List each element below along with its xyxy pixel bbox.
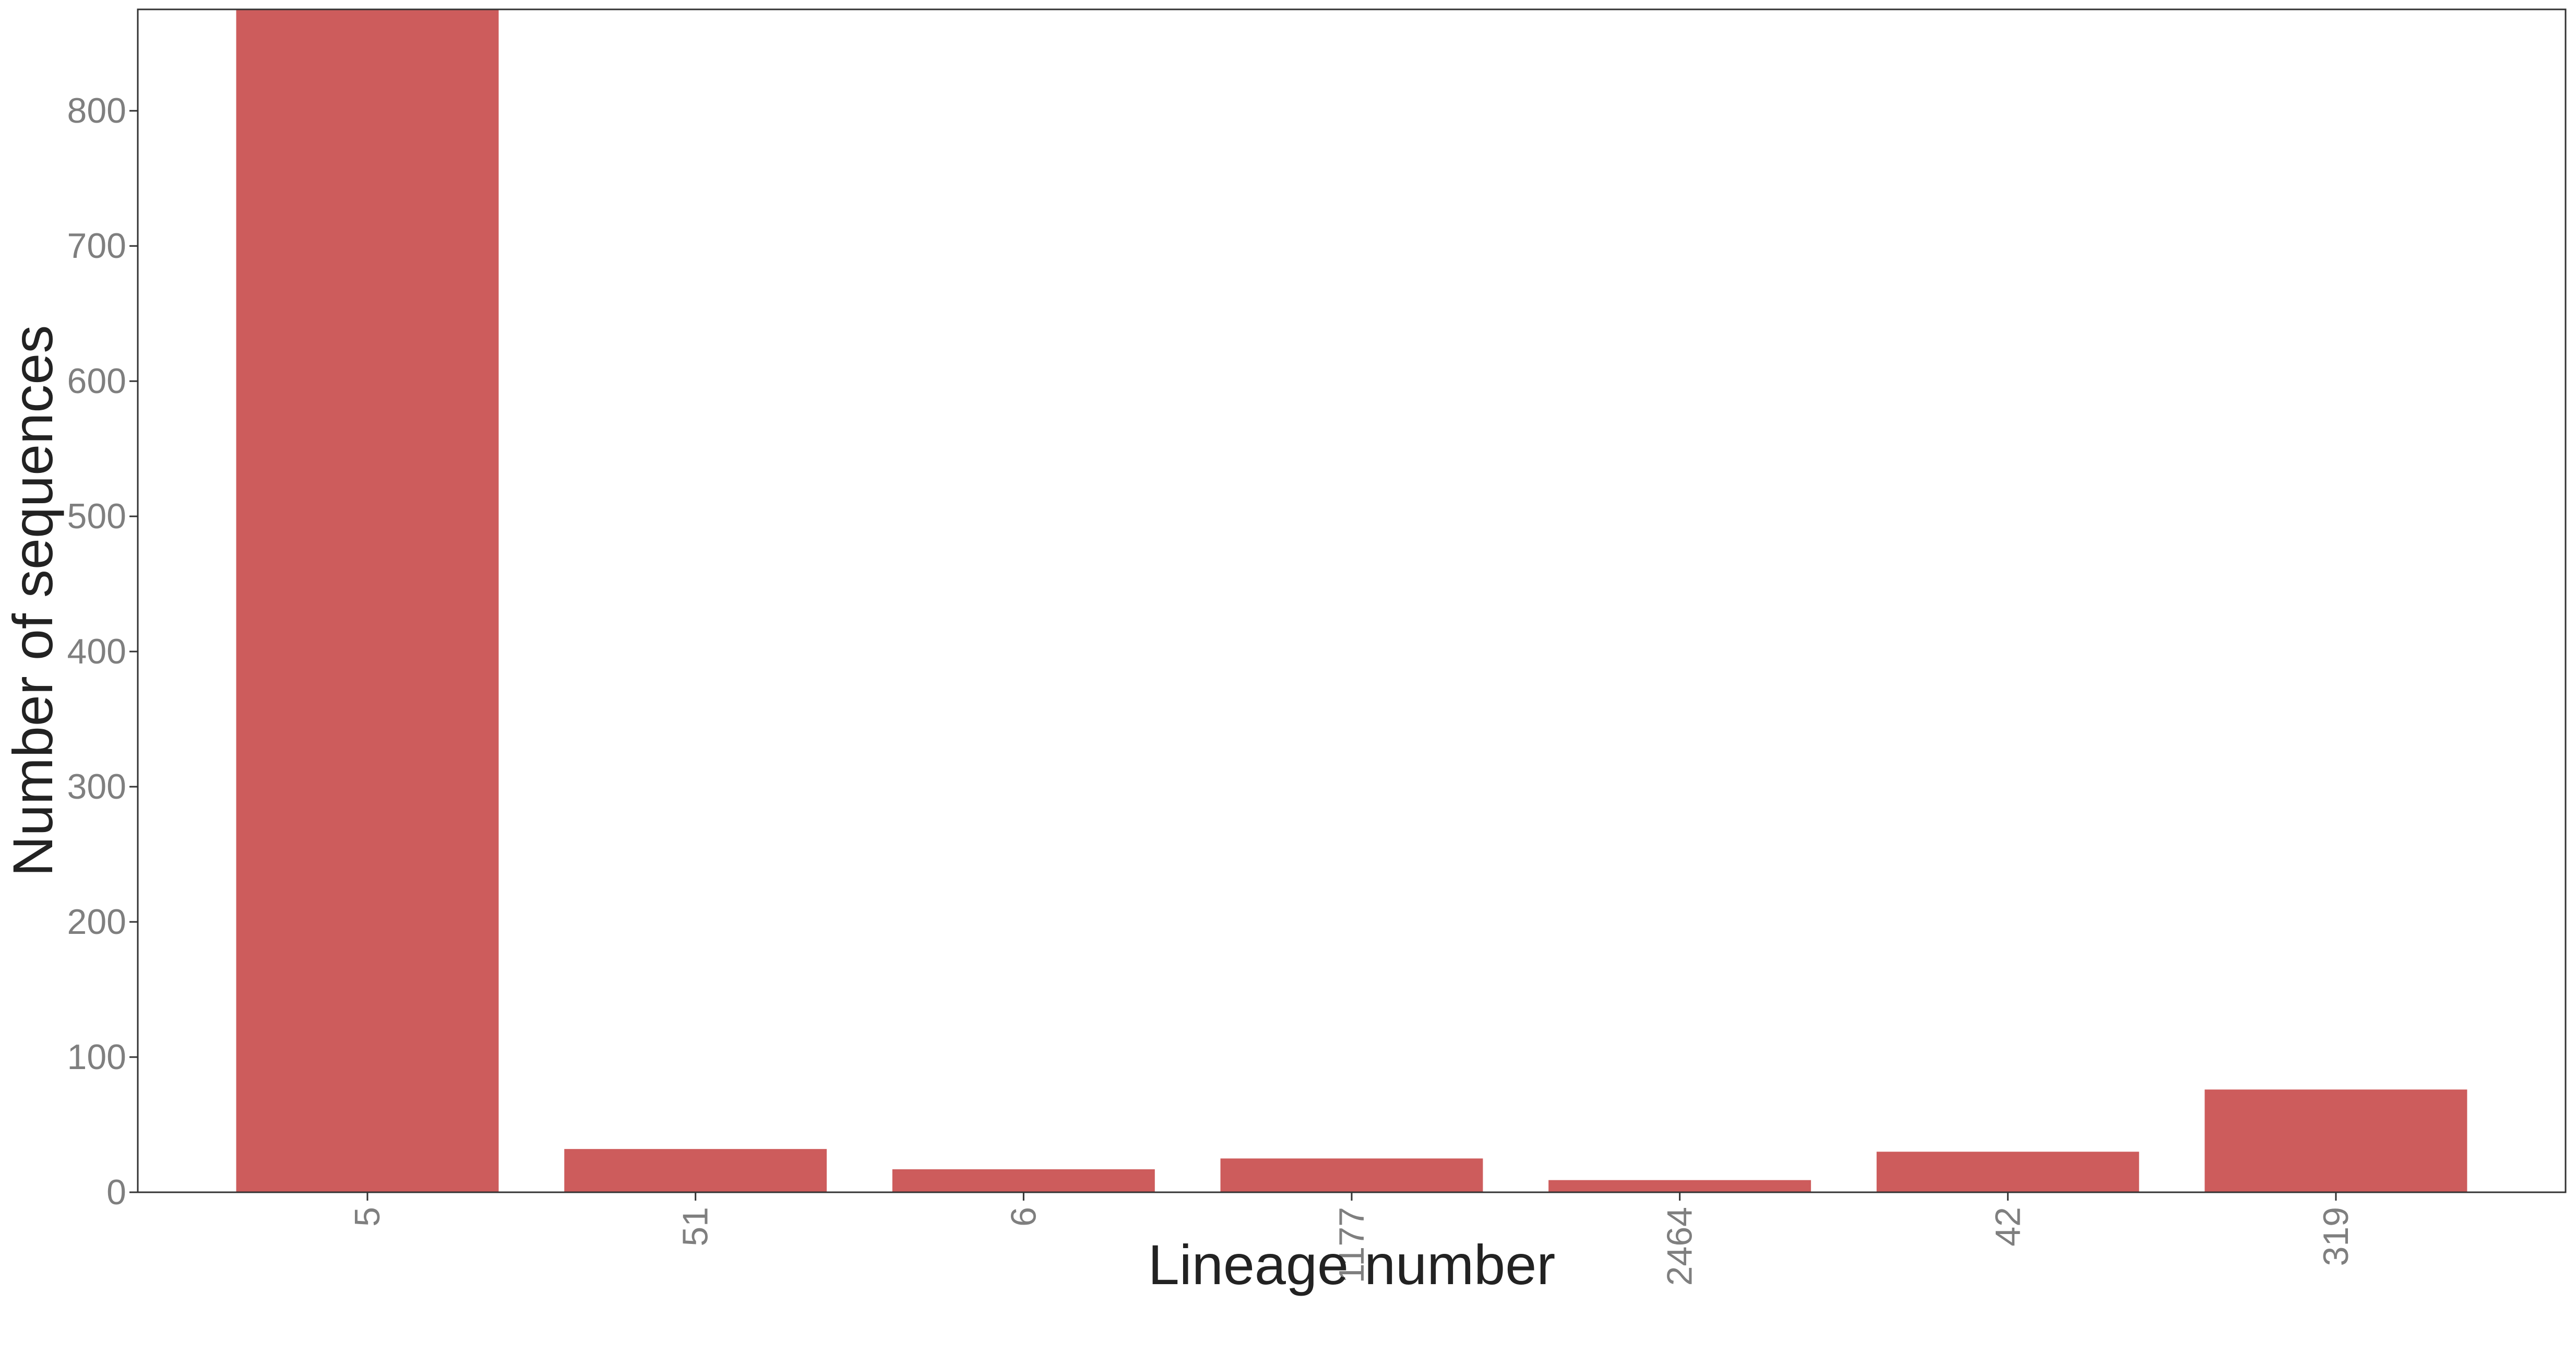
- x-tick-label: 51: [676, 1207, 715, 1247]
- bar-1177: [1221, 1158, 1483, 1192]
- y-tick-label: 800: [67, 91, 126, 131]
- y-tick-label: 100: [67, 1037, 126, 1077]
- bar-6: [892, 1169, 1155, 1192]
- y-axis-title: Number of sequences: [1, 325, 64, 877]
- bar-2464: [1548, 1180, 1811, 1192]
- y-tick-label: 400: [67, 632, 126, 671]
- y-tick-label: 600: [67, 361, 126, 401]
- x-tick-label: 42: [1988, 1207, 2028, 1247]
- bar-51: [564, 1149, 827, 1192]
- x-axis-title: Lineage number: [1148, 1233, 1556, 1296]
- y-tick-label: 500: [67, 496, 126, 536]
- bar-5: [236, 9, 499, 1192]
- y-tick-label: 0: [106, 1172, 126, 1212]
- x-tick-label: 319: [2316, 1207, 2356, 1266]
- x-tick-label: 2464: [1660, 1207, 1700, 1286]
- y-tick-label: 700: [67, 226, 126, 266]
- bar-319: [2204, 1089, 2467, 1192]
- bar-42: [1877, 1152, 2139, 1192]
- x-tick-label: 6: [1004, 1207, 1043, 1227]
- y-tick-label: 300: [67, 767, 126, 807]
- x-tick-label: 5: [348, 1207, 387, 1227]
- y-tick-label: 200: [67, 902, 126, 942]
